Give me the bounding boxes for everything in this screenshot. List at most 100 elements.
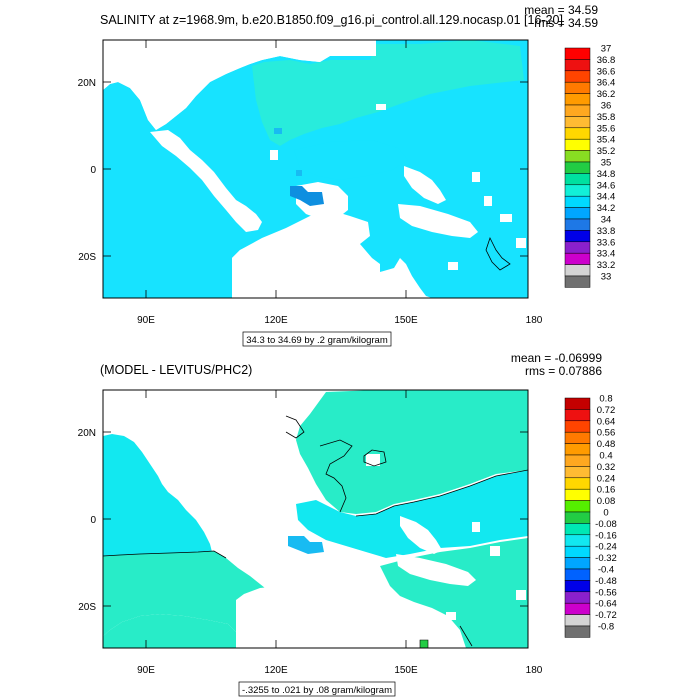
- bottom-colorbar-swatch: [564, 500, 591, 513]
- top-colorbar-swatch: [564, 173, 591, 186]
- top-coastline-new-caledonia: [485, 236, 511, 271]
- top-land-island-f: [448, 262, 458, 270]
- top-colorbar-swatch: [564, 59, 591, 72]
- panel-bottom: (MODEL - LEVITUS/PHC2) mean = -0.06999 r…: [78, 351, 617, 697]
- top-colorbar-label: 33.6: [597, 237, 616, 248]
- top-land-islands-east: [404, 166, 446, 204]
- top-colorbar-swatch: [564, 230, 591, 243]
- bottom-land-island-f: [516, 590, 526, 600]
- bottom-colorbar-swatch: [564, 523, 591, 536]
- top-colorbar-label: 33.2: [597, 260, 616, 271]
- bottom-contour-south: [102, 550, 227, 559]
- top-colorbar-label: 33.4: [597, 249, 616, 260]
- bottom-info-box: [238, 681, 396, 697]
- top-map: [102, 39, 529, 299]
- top-axis-ticks: [103, 40, 529, 298]
- bottom-colorbar-label: 0.24: [597, 473, 616, 484]
- bottom-colorbar-swatch: [564, 477, 591, 490]
- bottom-lat-tick-label: 20S: [78, 602, 96, 613]
- top-colorbar-label: 35.2: [597, 146, 616, 157]
- top-colorbar: 3736.836.636.436.23635.835.635.435.23534…: [564, 44, 616, 288]
- bottom-colorbar-label: 0.4: [599, 451, 612, 462]
- bottom-fill-red-spot: [419, 639, 429, 649]
- bottom-colorbar-label: 0.64: [597, 416, 616, 427]
- top-lon-tick-label: 90E: [137, 315, 155, 326]
- top-colorbar-swatch: [564, 184, 591, 197]
- bottom-rms-label: rms = 0.07886: [525, 364, 602, 378]
- bottom-contour-central: [355, 469, 529, 517]
- top-land-new-guinea: [398, 204, 478, 238]
- top-colorbar-label: 36.4: [597, 78, 616, 89]
- bottom-colorbar-swatch: [564, 466, 591, 479]
- bottom-colorbar-label: -0.16: [595, 530, 617, 541]
- top-land-island-e: [500, 214, 512, 222]
- top-colorbar-swatch: [564, 207, 591, 220]
- bottom-contour-ring: [363, 449, 387, 467]
- top-land-australia: [232, 236, 384, 298]
- bottom-land-island-d: [490, 546, 500, 556]
- bottom-colorbar-swatch: [564, 557, 591, 570]
- bottom-contour-ne: [319, 439, 353, 513]
- bottom-colorbar-swatch: [564, 568, 591, 581]
- top-colorbar-swatch: [564, 138, 591, 151]
- bottom-lat-tick-label: 0: [90, 515, 96, 526]
- bottom-colorbar-label: -0.08: [595, 519, 617, 530]
- top-lat-tick-label: 20N: [78, 78, 96, 89]
- bottom-colorbar-label: 0.56: [597, 428, 616, 439]
- top-lat-tick-label: 20S: [78, 252, 96, 263]
- top-colorbar-label: 34.6: [597, 180, 616, 191]
- bottom-colorbar-swatch: [564, 545, 591, 558]
- bottom-colorbar-swatch: [564, 580, 591, 593]
- bottom-colorbar-label: -0.4: [598, 565, 614, 576]
- top-colorbar-swatch: [564, 47, 591, 60]
- top-colorbar-swatch: [564, 116, 591, 129]
- bottom-axis-ticks: [103, 390, 529, 648]
- bottom-colorbar-swatch: [564, 511, 591, 524]
- bottom-colorbar-label: -0.24: [595, 542, 617, 553]
- top-colorbar-label: 36.2: [597, 89, 616, 100]
- bottom-colorbar-label: -0.48: [595, 576, 617, 587]
- top-ocean-central-pool: [294, 140, 408, 180]
- bottom-colorbar-label: 0.48: [597, 439, 616, 450]
- top-title: SALINITY at z=1968.9m, b.e20.B1850.f09_g…: [100, 13, 563, 27]
- bottom-colorbar-swatch: [564, 534, 591, 547]
- bottom-ocean-south-strip: [103, 614, 236, 648]
- top-land-island-a: [376, 104, 386, 110]
- bottom-land-asia: [103, 390, 326, 464]
- top-colorbar-label: 36.6: [597, 66, 616, 77]
- bottom-fill-blue-patch: [288, 536, 324, 554]
- panel-top: SALINITY at z=1968.9m, b.e20.B1850.f09_g…: [78, 3, 616, 347]
- top-colorbar-swatch: [564, 264, 591, 277]
- bottom-lon-tick-label: 120E: [264, 665, 288, 676]
- bottom-colorbar-label: 0.16: [597, 485, 616, 496]
- bottom-colorbar-swatch: [564, 397, 591, 410]
- bottom-land-islands: [400, 516, 442, 554]
- bottom-colorbar-swatch: [564, 409, 591, 422]
- top-colorbar-swatch: [564, 70, 591, 83]
- bottom-lat-tick-label: 20N: [78, 428, 96, 439]
- bottom-colorbar-label: 0.32: [597, 462, 616, 473]
- bottom-lon-tick-label: 150E: [394, 665, 418, 676]
- bottom-colorbar-label: -0.8: [598, 622, 614, 633]
- bottom-land-island-c: [472, 522, 480, 532]
- bottom-land-island-b: [268, 500, 276, 510]
- bottom-title: (MODEL - LEVITUS/PHC2): [100, 363, 252, 377]
- top-fill-dark-blue-patch: [290, 186, 324, 206]
- top-colorbar-swatch: [564, 275, 591, 288]
- top-lon-tick-label: 180: [526, 315, 543, 326]
- top-colorbar-swatch: [564, 218, 591, 231]
- bottom-land-island-e: [446, 612, 456, 620]
- bottom-colorbar-label: 0.72: [597, 405, 616, 416]
- top-colorbar-label: 35.6: [597, 123, 616, 134]
- bottom-ocean-south: [103, 551, 276, 648]
- bottom-lon-tick-label: 90E: [137, 665, 155, 676]
- bottom-colorbar-label: -0.72: [595, 610, 617, 621]
- bottom-info-label: -.3255 to .021 by .08 gram/kilogram: [242, 685, 392, 696]
- bottom-colorbar-swatch: [564, 420, 591, 433]
- bottom-colorbar-label: -0.56: [595, 587, 617, 598]
- top-land-island-d: [484, 196, 492, 206]
- bottom-colorbar-label: -0.32: [595, 553, 617, 564]
- top-land-island-b: [270, 150, 278, 160]
- bottom-colorbar-label: 0.8: [599, 394, 612, 405]
- top-info-label: 34.3 to 34.69 by .2 gram/kilogram: [246, 335, 388, 346]
